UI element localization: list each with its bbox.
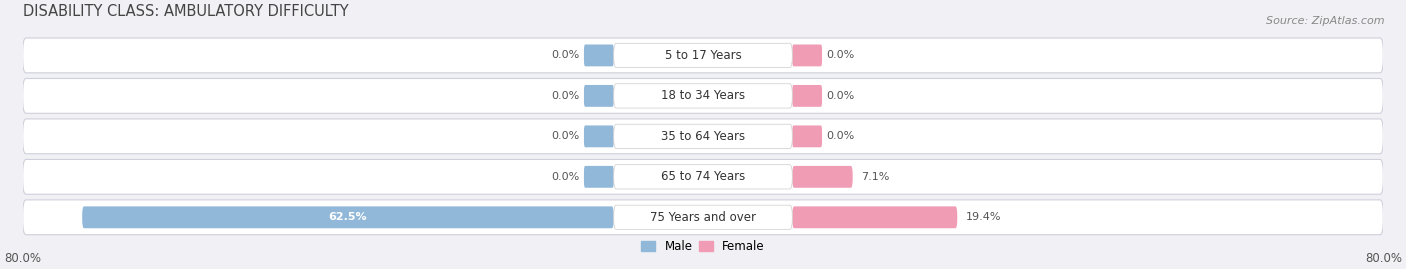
FancyBboxPatch shape <box>583 44 613 66</box>
FancyBboxPatch shape <box>583 85 613 107</box>
FancyBboxPatch shape <box>613 205 793 229</box>
Text: 7.1%: 7.1% <box>862 172 890 182</box>
Text: 0.0%: 0.0% <box>827 131 855 141</box>
Text: 5 to 17 Years: 5 to 17 Years <box>665 49 741 62</box>
Text: 19.4%: 19.4% <box>966 212 1001 222</box>
Legend: Male, Female: Male, Female <box>641 240 765 253</box>
Text: 62.5%: 62.5% <box>329 212 367 222</box>
FancyBboxPatch shape <box>793 44 823 66</box>
FancyBboxPatch shape <box>613 84 793 108</box>
FancyBboxPatch shape <box>22 119 1384 154</box>
FancyBboxPatch shape <box>583 125 613 147</box>
FancyBboxPatch shape <box>22 79 1384 113</box>
FancyBboxPatch shape <box>793 166 852 188</box>
Text: 18 to 34 Years: 18 to 34 Years <box>661 89 745 102</box>
Text: 0.0%: 0.0% <box>551 131 579 141</box>
FancyBboxPatch shape <box>22 38 1384 73</box>
Text: 0.0%: 0.0% <box>551 172 579 182</box>
FancyBboxPatch shape <box>613 43 793 68</box>
Text: 35 to 64 Years: 35 to 64 Years <box>661 130 745 143</box>
Text: DISABILITY CLASS: AMBULATORY DIFFICULTY: DISABILITY CLASS: AMBULATORY DIFFICULTY <box>22 4 349 19</box>
FancyBboxPatch shape <box>613 165 793 189</box>
FancyBboxPatch shape <box>22 160 1384 194</box>
Text: Source: ZipAtlas.com: Source: ZipAtlas.com <box>1267 16 1385 26</box>
Text: 0.0%: 0.0% <box>827 50 855 61</box>
FancyBboxPatch shape <box>82 206 613 228</box>
Text: 0.0%: 0.0% <box>551 91 579 101</box>
FancyBboxPatch shape <box>613 124 793 148</box>
Text: 65 to 74 Years: 65 to 74 Years <box>661 170 745 183</box>
FancyBboxPatch shape <box>22 200 1384 235</box>
Text: 0.0%: 0.0% <box>827 91 855 101</box>
FancyBboxPatch shape <box>793 125 823 147</box>
FancyBboxPatch shape <box>793 85 823 107</box>
FancyBboxPatch shape <box>583 166 613 188</box>
Text: 0.0%: 0.0% <box>551 50 579 61</box>
FancyBboxPatch shape <box>793 206 957 228</box>
Text: 75 Years and over: 75 Years and over <box>650 211 756 224</box>
